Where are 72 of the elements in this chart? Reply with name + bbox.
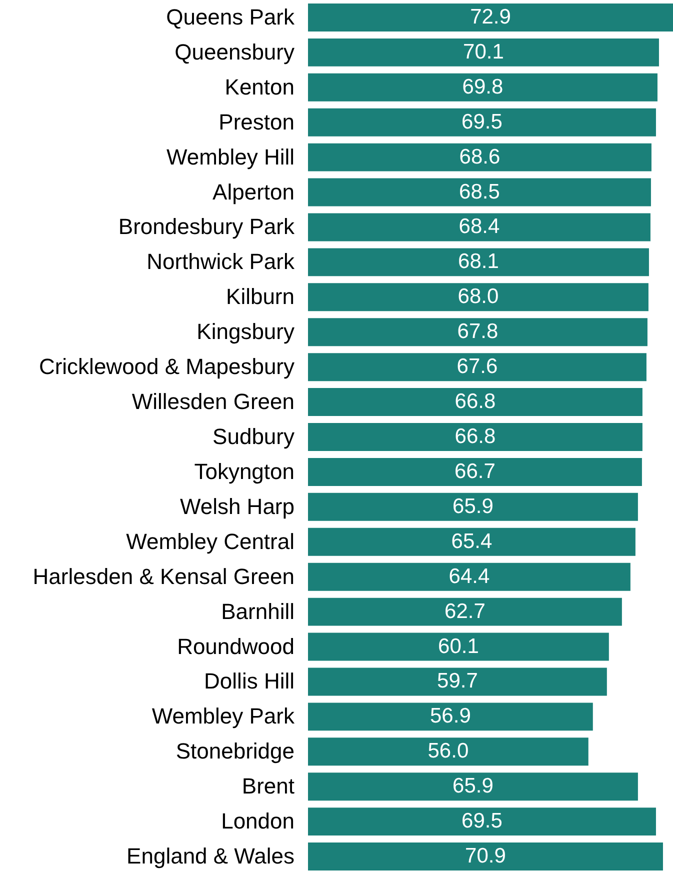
data-label: 67.8: [457, 320, 498, 344]
data-label: 67.6: [456, 355, 498, 378]
data-label: 60.1: [438, 634, 479, 658]
y-tick-label: Kingsbury: [196, 319, 294, 344]
data-label: 72.9: [470, 5, 511, 28]
y-tick-label: Dollis Hill: [204, 668, 294, 694]
data-label: 66.8: [454, 390, 496, 414]
bar: [308, 562, 630, 591]
bar: [308, 143, 652, 172]
bar: [308, 528, 636, 556]
bar: [308, 353, 646, 382]
bar: [308, 108, 656, 136]
y-tick-label: Northwick Park: [146, 249, 296, 274]
y-tick-label: Harlesden & Kensal Green: [32, 564, 294, 589]
data-label: 66.8: [454, 425, 496, 448]
data-label: 62.7: [444, 600, 486, 623]
y-tick-label: London: [221, 808, 294, 834]
y-tick-label: Wembley Hill: [166, 144, 294, 170]
data-label: 70.1: [463, 40, 504, 64]
bar: [308, 738, 588, 766]
data-label: 59.7: [437, 670, 478, 693]
y-tick-label: Welsh Harp: [180, 494, 294, 519]
data-label: 68.1: [458, 250, 499, 274]
y-tick-label: Queensbury: [174, 39, 294, 64]
data-label: 68.6: [459, 145, 500, 168]
data-label: 68.5: [459, 180, 500, 204]
bar: [308, 213, 650, 242]
data-label: 65.4: [451, 530, 492, 553]
y-tick-label: Kilburn: [226, 284, 294, 310]
bar: [308, 458, 642, 486]
bar: [308, 632, 609, 661]
bar: [308, 318, 648, 346]
y-tick-label: Alperton: [212, 179, 294, 204]
data-label: 68.0: [458, 285, 499, 308]
y-tick-label: Sudbury: [212, 424, 294, 449]
y-tick-label: Brent: [242, 774, 294, 799]
y-tick-label: England & Wales: [126, 844, 294, 869]
bar: [308, 388, 642, 416]
y-tick-label: Roundwood: [177, 634, 294, 659]
bar: [308, 492, 638, 521]
y-tick-label: Willesden Green: [132, 389, 294, 414]
data-label: 69.5: [462, 810, 502, 833]
y-tick-label: Barnhill: [221, 598, 294, 624]
data-label: 56.9: [430, 704, 471, 728]
data-label: 64.4: [448, 564, 490, 588]
data-label: 56.0: [428, 740, 469, 763]
y-tick-label: Kenton: [224, 74, 294, 100]
bar: [308, 702, 593, 731]
y-tick-label: Wembley Park: [152, 704, 296, 729]
data-label: 66.7: [454, 460, 496, 483]
bar: [308, 3, 673, 32]
bar: [308, 283, 648, 312]
data-label: 70.9: [465, 844, 506, 868]
data-label: 68.4: [458, 215, 500, 238]
y-tick-label: Cricklewood & Mapesbury: [38, 354, 294, 380]
bar: [308, 248, 649, 276]
data-label: 69.8: [462, 75, 504, 98]
bar: [308, 178, 651, 206]
data-label: 65.9: [452, 774, 494, 798]
bar: [308, 598, 622, 626]
bar: [308, 38, 659, 66]
data-label: 65.9: [452, 494, 494, 518]
y-tick-label: Queens Park: [166, 4, 296, 30]
bar: [308, 73, 658, 102]
y-tick-label: Brondesbury Park: [118, 214, 296, 240]
bar: [308, 423, 642, 451]
y-tick-label: Stonebridge: [176, 738, 294, 764]
y-tick-label: Wembley Central: [126, 528, 294, 554]
y-tick-label: Tokyngton: [194, 458, 294, 484]
bar: [308, 668, 607, 696]
data-label: 69.5: [462, 110, 502, 134]
y-tick-label: Preston: [218, 109, 294, 134]
